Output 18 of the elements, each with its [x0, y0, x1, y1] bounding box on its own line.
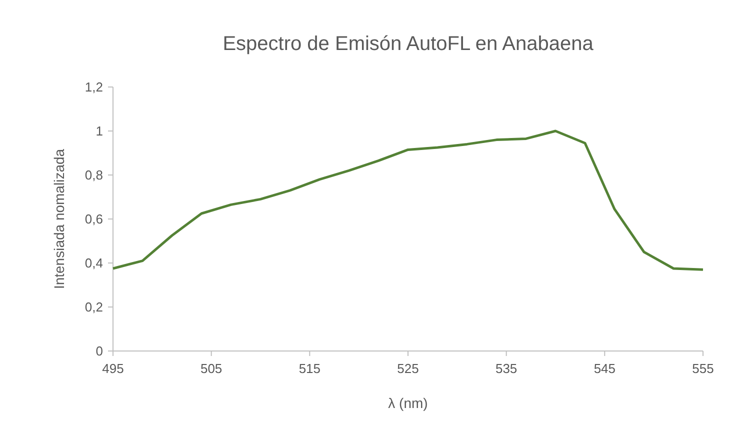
x-tick-label: 535: [495, 361, 518, 376]
x-axis-title: λ (nm): [388, 395, 428, 411]
y-tick-label: 1: [96, 124, 103, 139]
y-tick-label: 0,2: [84, 300, 103, 315]
x-tick-label: 495: [102, 361, 124, 376]
chart-title: Espectro de Emisón AutoFL en Anabaena: [222, 33, 594, 55]
y-tick-label: 0: [96, 344, 103, 359]
y-tick-label: 0,4: [84, 256, 103, 271]
y-axis-title: Intensiada nomalizada: [51, 148, 67, 290]
x-tick-label: 505: [200, 361, 222, 376]
y-tick-label: 0,6: [84, 212, 103, 227]
line-series: [112, 130, 704, 271]
x-tick-label: 545: [594, 361, 616, 376]
y-tick-label: 0,8: [84, 168, 103, 183]
x-tick-label: 525: [397, 361, 419, 376]
y-tick-label: 1,2: [84, 80, 103, 95]
x-tick-label: 515: [298, 361, 321, 376]
x-tick-label: 555: [692, 361, 714, 376]
